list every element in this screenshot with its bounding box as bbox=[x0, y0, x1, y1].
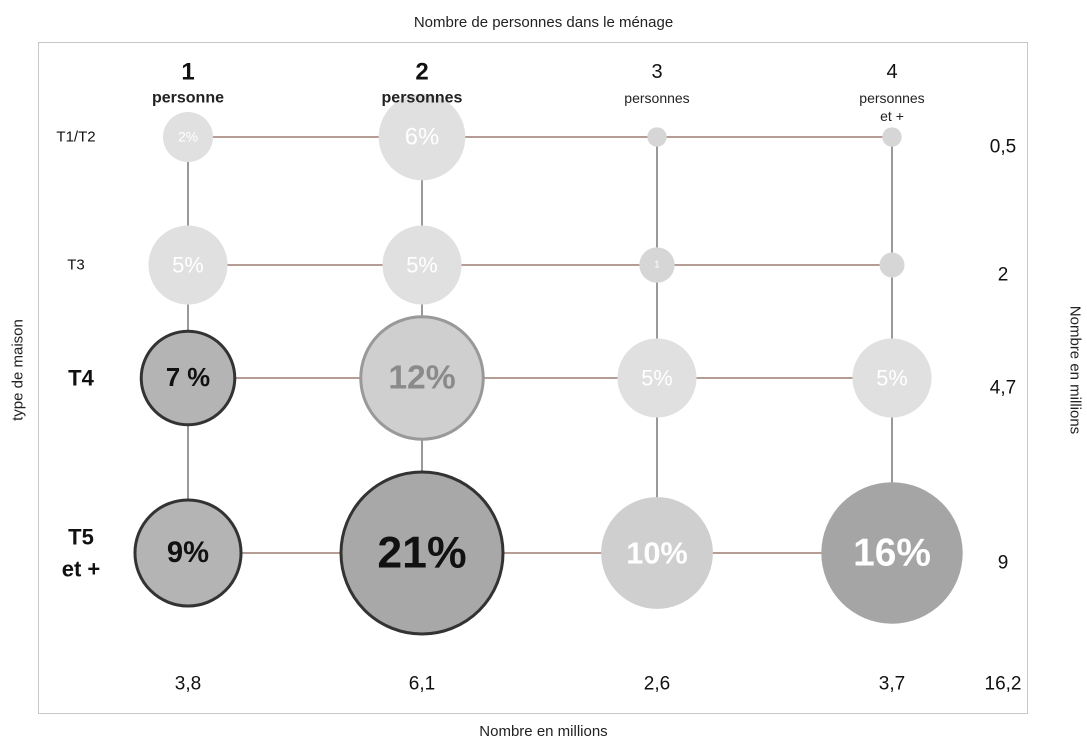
bubble-label: 10% bbox=[626, 536, 688, 571]
bubble bbox=[148, 225, 228, 305]
bubble-label: 21% bbox=[377, 529, 466, 578]
bubble-label: 5% bbox=[641, 366, 672, 391]
bubble-label: 5% bbox=[172, 253, 203, 278]
row-total-label: 2 bbox=[998, 265, 1009, 286]
bubble bbox=[882, 127, 902, 147]
column-number-label: 4 bbox=[886, 61, 897, 83]
row-label: T3 bbox=[67, 257, 85, 274]
bubble bbox=[378, 93, 466, 181]
row-total-label: 4,7 bbox=[990, 378, 1016, 399]
column-unit-label: personnes bbox=[624, 90, 689, 106]
bubble bbox=[821, 482, 963, 624]
bubble bbox=[133, 498, 243, 608]
column-unit-label: personne bbox=[152, 90, 224, 107]
bubble bbox=[339, 470, 505, 636]
row-label: T1/T2 bbox=[56, 129, 95, 146]
bubble bbox=[879, 252, 905, 278]
bubble bbox=[852, 338, 932, 418]
column-total-label: 3,8 bbox=[175, 674, 201, 695]
bubble bbox=[647, 127, 667, 147]
bubble bbox=[617, 338, 697, 418]
bubble-label: 6% bbox=[405, 124, 439, 151]
column-total-label: 2,6 bbox=[644, 674, 670, 695]
x-axis-title: Nombre de personnes dans le ménage bbox=[413, 14, 674, 31]
bubble-label: 9% bbox=[167, 537, 209, 569]
column-unit-label: et + bbox=[880, 108, 904, 124]
grand-total-label: 16,2 bbox=[985, 674, 1022, 695]
bottom-totals-title: Nombre en millions bbox=[479, 723, 608, 740]
bubble-label: 5% bbox=[876, 366, 907, 391]
bubble bbox=[382, 225, 462, 305]
bubble bbox=[359, 315, 485, 441]
column-total-label: 3,7 bbox=[879, 674, 905, 695]
row-label: T4 bbox=[68, 366, 94, 391]
bubble-label: 7 % bbox=[166, 364, 210, 392]
bubble bbox=[639, 247, 675, 283]
bubble bbox=[163, 112, 213, 162]
bubble-label: 1 bbox=[654, 260, 659, 271]
row-total-label: 9 bbox=[998, 553, 1009, 574]
bubble-label: 2% bbox=[178, 130, 198, 145]
column-total-label: 6,1 bbox=[409, 674, 435, 695]
bubble-label: 5% bbox=[406, 253, 437, 278]
row-label: et + bbox=[62, 557, 101, 582]
bubble bbox=[139, 329, 237, 427]
bubble bbox=[601, 497, 713, 609]
column-number-label: 3 bbox=[651, 61, 662, 83]
column-number-label: 2 bbox=[415, 59, 428, 86]
column-unit-label: personnes bbox=[859, 90, 924, 106]
row-label: T5 bbox=[68, 525, 94, 550]
column-number-label: 1 bbox=[181, 59, 194, 86]
bubble-label: 12% bbox=[388, 360, 455, 397]
chart-frame bbox=[38, 42, 1028, 714]
column-unit-label: personnes bbox=[382, 90, 463, 107]
bubble-label: 16% bbox=[853, 532, 931, 575]
row-total-label: 0,5 bbox=[990, 137, 1016, 158]
